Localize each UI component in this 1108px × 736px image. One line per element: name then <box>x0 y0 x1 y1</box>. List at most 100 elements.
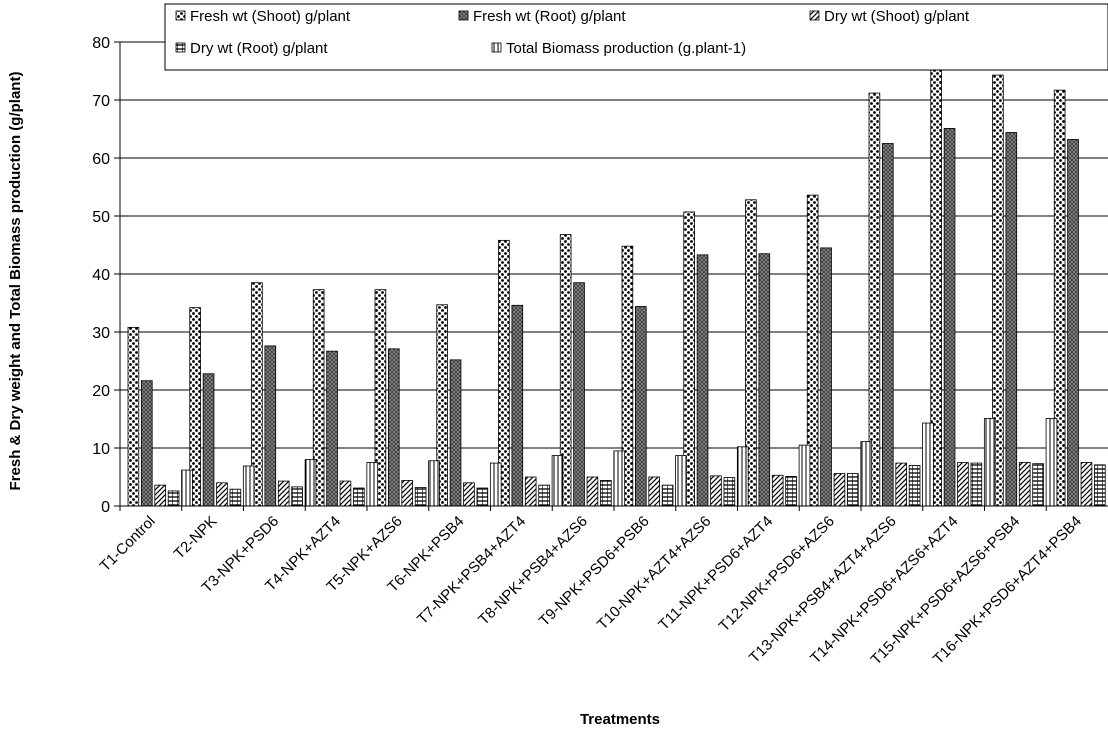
x-tick-label: T11-NPK+PSD6+AZT4 <box>655 513 776 634</box>
bar-diagonal <box>648 476 660 507</box>
y-tick-label: 40 <box>92 267 110 284</box>
bar-hlines <box>908 464 921 507</box>
bar-vlines <box>860 441 873 507</box>
bar-hlines <box>661 484 674 507</box>
bar-crosshatch <box>1067 139 1079 507</box>
bar-diagonal <box>463 482 475 507</box>
bar-vlines <box>798 444 811 507</box>
bar-vlines <box>922 422 934 507</box>
bar-vlines <box>428 460 440 507</box>
bar-vlines <box>613 450 626 507</box>
y-axis-label: Fresh & Dry weight and Total Biomass pro… <box>7 72 24 491</box>
x-tick-label: T9-NPK+PSD6+PSB6 <box>536 513 653 630</box>
bar-vlines <box>1045 418 1058 507</box>
legend-swatch <box>175 10 186 21</box>
bar-diagonal <box>957 462 969 507</box>
bar-hlines <box>476 487 489 507</box>
x-axis-label: Treatments <box>580 711 660 728</box>
bar-diagonal <box>586 476 599 507</box>
bar-hlines <box>1032 463 1044 507</box>
bar-crosshatch <box>326 350 338 507</box>
bar-diagonal <box>216 482 228 507</box>
bar-crosshatch <box>387 348 400 507</box>
bar-diagonal <box>524 476 537 507</box>
legend-swatch <box>491 42 502 53</box>
x-tick-label: T8-NPK+PSB4+AZS6 <box>475 513 591 629</box>
bar-diagonal <box>154 484 167 507</box>
bar-crosshatch <box>882 143 894 507</box>
bar-hlines <box>167 490 180 507</box>
bar-vlines <box>983 418 996 507</box>
x-tick-label: T10-NPK+AZT4+AZS6 <box>594 513 714 633</box>
legend-swatch <box>458 10 469 21</box>
y-tick-label: 50 <box>92 209 110 226</box>
bar-hlines <box>600 480 612 507</box>
bar-diagonal <box>339 480 352 507</box>
bar-hlines <box>538 484 550 507</box>
bar-hlines <box>970 462 983 507</box>
y-tick-label: 0 <box>101 499 110 516</box>
bar-dots <box>127 326 140 507</box>
bar-diagonal <box>401 480 413 507</box>
y-tick-label: 70 <box>92 93 110 110</box>
bar-vlines <box>304 459 317 507</box>
legend-label: Fresh wt (Root) g/plant <box>473 8 626 25</box>
bar-crosshatch <box>449 359 462 507</box>
x-tick-label: T1-Control <box>97 513 159 575</box>
bar-crosshatch <box>758 253 771 507</box>
bar-hlines <box>723 477 736 507</box>
bar-diagonal <box>895 462 907 507</box>
bar-vlines <box>736 446 749 507</box>
bar-crosshatch <box>202 373 215 507</box>
bar-hlines <box>414 487 427 507</box>
bar-diagonal <box>1080 462 1093 507</box>
legend: Fresh wt (Shoot) g/plant Fresh wt (Root) … <box>164 3 1108 71</box>
bars <box>127 68 1106 507</box>
x-tick-label: T2-NPK <box>171 513 221 563</box>
legend-label: Dry wt (Shoot) g/plant <box>824 8 970 25</box>
bar-vlines <box>551 455 564 507</box>
bar-crosshatch <box>573 282 585 507</box>
gridlines <box>120 41 1108 449</box>
bar-crosshatch <box>264 345 277 507</box>
bar-vlines <box>242 465 255 507</box>
bar-crosshatch <box>943 128 956 507</box>
bar-diagonal <box>710 475 722 507</box>
bar-crosshatch <box>140 380 153 507</box>
x-tick-label: T12-NPK+PSD6+AZS6 <box>716 513 838 635</box>
y-tick-label: 60 <box>92 151 110 168</box>
bar-crosshatch <box>635 306 647 507</box>
bar-crosshatch <box>1005 132 1018 507</box>
bar-hlines <box>785 476 797 507</box>
bar-vlines <box>489 462 502 507</box>
y-tick-label: 20 <box>92 383 110 400</box>
y-tick-label: 10 <box>92 441 110 458</box>
legend-box <box>164 3 1108 71</box>
bar-diagonal <box>833 473 846 507</box>
legend-label: Fresh wt (Shoot) g/plant <box>190 8 351 25</box>
bar-hlines <box>291 486 303 507</box>
bar-crosshatch <box>820 247 832 507</box>
x-tick-label: T7-NPK+PSB4+AZT4 <box>414 513 529 628</box>
bar-crosshatch <box>696 254 709 507</box>
legend-swatch <box>175 42 186 53</box>
axes <box>114 41 1108 511</box>
bar-hlines <box>1094 464 1106 507</box>
bar-hlines <box>353 487 365 507</box>
legend-label: Total Biomass production (g.plant-1) <box>506 40 746 57</box>
bar-diagonal <box>771 474 784 507</box>
bar-diagonal <box>277 480 290 507</box>
bar-hlines <box>847 473 859 507</box>
y-tick-label: 30 <box>92 325 110 342</box>
y-tick-label: 80 <box>92 35 110 52</box>
legend-swatch <box>809 10 820 21</box>
bar-vlines <box>181 469 193 507</box>
bar-crosshatch <box>511 304 524 507</box>
bar-diagonal <box>1018 462 1031 507</box>
bar-vlines <box>366 462 379 507</box>
legend-label: Dry wt (Root) g/plant <box>190 40 328 57</box>
bar-vlines <box>675 455 687 507</box>
bar-hlines <box>229 488 242 507</box>
